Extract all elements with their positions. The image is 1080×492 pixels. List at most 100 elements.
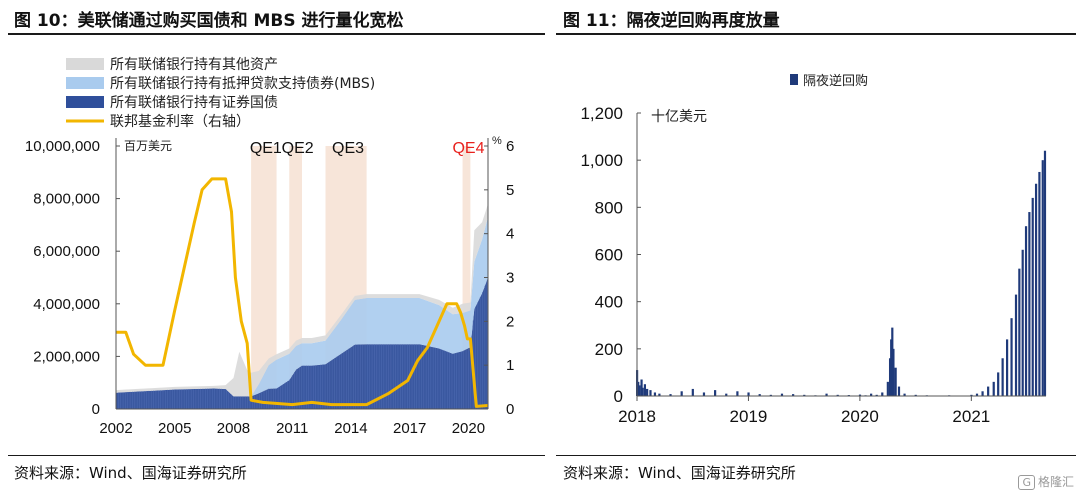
- left-title-rule: [8, 33, 545, 35]
- rrp-bar: [646, 388, 649, 396]
- left-x-tick-label: 2017: [393, 420, 426, 437]
- rrp-bar: [1024, 226, 1028, 396]
- legend-label-1: 所有联储银行持有其他资产: [110, 57, 278, 73]
- left-chart-title: 图 10：美联储通过购买国债和 MBS 进行量化宽松: [14, 11, 404, 31]
- watermark: G 格隆汇: [1018, 473, 1074, 490]
- legend-label-4: 联邦基金利率（右轴）: [110, 113, 250, 130]
- left-x-tick-label: 2020: [452, 420, 485, 437]
- left-y-tick-label: 2,000,000: [33, 348, 100, 365]
- legend-swatch-1: [66, 58, 104, 70]
- rrp-y-tick-label: 400: [595, 293, 623, 312]
- rrp-bar: [714, 390, 717, 396]
- rrp-bar: [858, 394, 862, 396]
- legend-swatch-3: [66, 96, 104, 108]
- rrp-legend-label: 隔夜逆回购: [803, 73, 868, 89]
- rrp-bar: [725, 393, 728, 396]
- rrp-bar: [881, 392, 884, 396]
- left-y-tick-label: 0: [92, 401, 100, 418]
- legend-label-2: 所有联储银行持有抵押贷款支持债券(MBS): [110, 76, 375, 92]
- rrp-y-tick-label: 0: [614, 387, 623, 406]
- rrp-y-tick-label: 200: [595, 340, 623, 359]
- watermark-text: 格隆汇: [1037, 475, 1074, 489]
- rrp-bar: [891, 327, 894, 396]
- left-y-unit-label: 百万美元: [124, 139, 172, 153]
- rrp-bar: [649, 390, 652, 396]
- left-y-tick-label: 4,000,000: [33, 296, 100, 313]
- fed-funds-rate-line: [116, 177, 489, 408]
- rrp-bar: [890, 339, 893, 396]
- right-title-rule: [556, 33, 1076, 35]
- left-x-tick-label: 2008: [217, 420, 250, 437]
- rrp-bar: [914, 394, 917, 396]
- rrp-bar: [758, 394, 761, 396]
- qe-shade-4: [462, 146, 471, 409]
- rrp-bar: [769, 394, 772, 396]
- rrp-bar: [637, 381, 640, 396]
- rrp-bar: [780, 393, 784, 396]
- rrp-bar: [888, 358, 892, 396]
- rrp-bar: [641, 387, 644, 396]
- left-y-tick-label: 6,000,000: [33, 243, 100, 260]
- legend-label-3: 所有联储银行持有证券国债: [110, 95, 278, 111]
- rrp-bar: [886, 381, 889, 396]
- rrp-bar: [638, 385, 641, 396]
- area-series-1: [116, 277, 488, 409]
- right-source-rule: [556, 455, 1076, 456]
- rrp-y-tick-label: 800: [595, 198, 623, 217]
- rrp-bar: [1005, 339, 1009, 396]
- right-y-tick-label: 1: [506, 357, 514, 374]
- left-x-tick-label: 2002: [99, 420, 132, 437]
- qe-label-1: QE1: [250, 140, 282, 157]
- rrp-bar: [691, 388, 694, 396]
- left-source-rule: [8, 455, 545, 456]
- right-source-note: 资料来源：Wind、国海证券研究所: [563, 464, 796, 482]
- rrp-bar: [702, 392, 706, 396]
- rrp-bar: [825, 393, 828, 396]
- rrp-bar: [970, 394, 973, 396]
- rrp-bar: [1031, 197, 1034, 396]
- rrp-bar: [1028, 212, 1031, 396]
- right-y-tick-label: 4: [506, 226, 514, 243]
- rrp-bar: [903, 393, 906, 396]
- rrp-legend-swatch: [790, 74, 798, 85]
- right-y-unit-label: %: [492, 135, 502, 147]
- rrp-bar: [1043, 150, 1047, 396]
- rrp-bar: [803, 394, 806, 396]
- rrp-bar: [1014, 294, 1018, 396]
- qe-label-2: QE2: [282, 140, 314, 157]
- rrp-bar: [992, 381, 995, 396]
- rrp-x-tick-label: 2021: [952, 407, 990, 426]
- rrp-bar: [875, 394, 878, 396]
- rrp-bar: [1001, 358, 1004, 396]
- rrp-bar: [997, 372, 1000, 396]
- right-chart-title: 图 11：隔夜逆回购再度放量: [563, 11, 780, 31]
- right-y-tick-label: 6: [506, 138, 514, 155]
- left-y-tick-label: 8,000,000: [33, 191, 100, 208]
- rrp-bar: [653, 392, 657, 396]
- rrp-bar: [987, 386, 990, 396]
- left-x-tick-label: 2011: [276, 420, 308, 437]
- left-source-note: 资料来源：Wind、国海证券研究所: [14, 464, 247, 482]
- right-y-tick-label: 0: [506, 401, 514, 418]
- watermark-logo: G: [1018, 475, 1035, 490]
- rrp-bar: [1018, 268, 1021, 396]
- rrp-y-tick-label: 1,200: [580, 104, 623, 123]
- rrp-bar: [1010, 318, 1013, 396]
- rrp-x-tick-label: 2019: [730, 407, 768, 426]
- area-series-2: [116, 217, 488, 397]
- rrp-bar: [894, 367, 897, 396]
- rrp-bar: [870, 393, 873, 396]
- rrp-bar: [1041, 160, 1044, 396]
- rrp-bar: [736, 391, 739, 396]
- rrp-y-tick-label: 600: [595, 246, 623, 265]
- rrp-bar: [1034, 183, 1038, 396]
- rrp-bar: [669, 394, 672, 396]
- legend-swatch-2: [66, 77, 104, 89]
- rrp-bar: [680, 391, 683, 396]
- rrp-bar: [975, 393, 979, 396]
- rrp-bar: [640, 379, 643, 396]
- rrp-x-tick-label: 2020: [841, 407, 879, 426]
- right-y-tick-label: 2: [506, 313, 514, 330]
- right-y-tick-label: 3: [506, 270, 514, 287]
- qe-label-3: QE3: [332, 140, 364, 157]
